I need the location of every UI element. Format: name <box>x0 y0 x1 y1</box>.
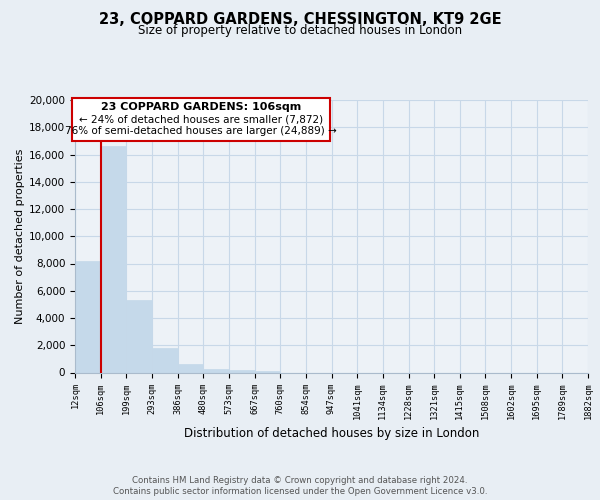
Bar <box>152 348 178 372</box>
Bar <box>127 300 152 372</box>
Text: 23 COPPARD GARDENS: 106sqm: 23 COPPARD GARDENS: 106sqm <box>101 102 301 112</box>
Bar <box>229 370 254 372</box>
Bar <box>101 146 127 372</box>
Bar <box>178 364 203 372</box>
Bar <box>254 371 280 372</box>
Bar <box>75 261 101 372</box>
Bar <box>203 370 229 372</box>
Text: Contains public sector information licensed under the Open Government Licence v3: Contains public sector information licen… <box>113 488 487 496</box>
Text: ← 24% of detached houses are smaller (7,872): ← 24% of detached houses are smaller (7,… <box>79 115 323 125</box>
X-axis label: Distribution of detached houses by size in London: Distribution of detached houses by size … <box>184 428 479 440</box>
Y-axis label: Number of detached properties: Number of detached properties <box>15 148 25 324</box>
Text: Size of property relative to detached houses in London: Size of property relative to detached ho… <box>138 24 462 37</box>
Text: Contains HM Land Registry data © Crown copyright and database right 2024.: Contains HM Land Registry data © Crown c… <box>132 476 468 485</box>
Text: 23, COPPARD GARDENS, CHESSINGTON, KT9 2GE: 23, COPPARD GARDENS, CHESSINGTON, KT9 2G… <box>98 12 502 28</box>
Text: 76% of semi-detached houses are larger (24,889) →: 76% of semi-detached houses are larger (… <box>65 126 337 136</box>
